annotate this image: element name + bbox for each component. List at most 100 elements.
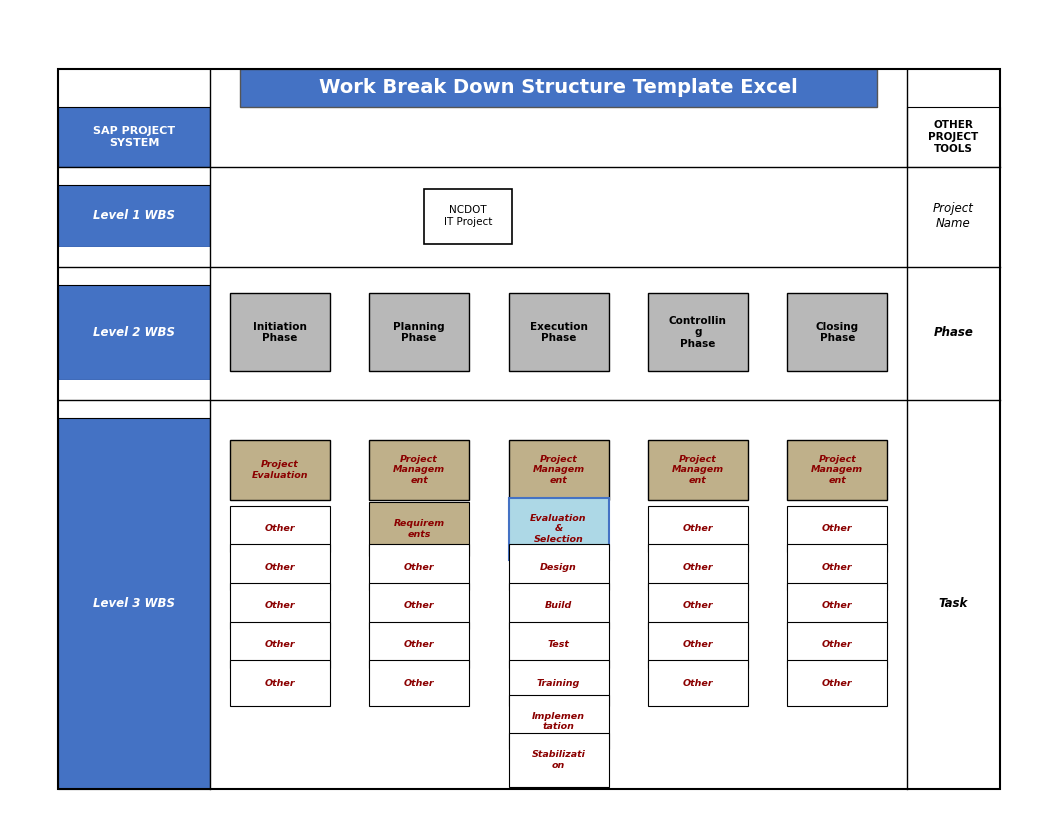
FancyBboxPatch shape (907, 185, 1000, 247)
Text: Level 3 WBS: Level 3 WBS (93, 597, 175, 610)
FancyBboxPatch shape (648, 440, 748, 500)
Text: Project
Managem
ent: Project Managem ent (393, 455, 445, 485)
FancyBboxPatch shape (787, 293, 887, 372)
FancyBboxPatch shape (508, 622, 609, 667)
FancyBboxPatch shape (369, 660, 469, 706)
FancyBboxPatch shape (58, 185, 210, 247)
FancyBboxPatch shape (508, 440, 609, 500)
FancyBboxPatch shape (369, 502, 469, 556)
Text: Other: Other (264, 563, 295, 572)
FancyBboxPatch shape (58, 400, 1000, 418)
Text: Level 1 WBS: Level 1 WBS (93, 209, 175, 222)
FancyBboxPatch shape (648, 660, 748, 706)
Text: Project
Managem
ent: Project Managem ent (672, 455, 724, 485)
Text: Other: Other (683, 563, 713, 572)
FancyBboxPatch shape (508, 498, 609, 560)
Text: Other: Other (822, 640, 853, 649)
Text: OTHER
PROJECT
TOOLS: OTHER PROJECT TOOLS (928, 120, 979, 154)
Text: Other: Other (822, 679, 853, 688)
Text: Execution
Phase: Execution Phase (530, 322, 588, 343)
FancyBboxPatch shape (508, 733, 609, 787)
Text: Other: Other (822, 525, 853, 534)
Text: Project
Managem
ent: Project Managem ent (811, 455, 864, 485)
FancyBboxPatch shape (229, 544, 330, 591)
FancyBboxPatch shape (648, 506, 748, 552)
FancyBboxPatch shape (58, 380, 1000, 400)
FancyBboxPatch shape (229, 506, 330, 552)
Text: Other: Other (264, 601, 295, 610)
Text: Project
Name: Project Name (933, 202, 973, 230)
FancyBboxPatch shape (229, 660, 330, 706)
Text: Other: Other (264, 525, 295, 534)
Text: Requirem
ents: Requirem ents (393, 519, 445, 538)
FancyBboxPatch shape (508, 694, 609, 748)
Text: NCDOT
IT Project: NCDOT IT Project (444, 205, 493, 227)
Text: Other: Other (264, 640, 295, 649)
FancyBboxPatch shape (907, 285, 1000, 380)
FancyBboxPatch shape (369, 440, 469, 500)
Text: Build: Build (544, 601, 572, 610)
FancyBboxPatch shape (648, 622, 748, 667)
FancyBboxPatch shape (210, 185, 907, 247)
FancyBboxPatch shape (58, 285, 210, 380)
FancyBboxPatch shape (787, 506, 887, 552)
FancyBboxPatch shape (508, 544, 609, 591)
FancyBboxPatch shape (787, 583, 887, 629)
FancyBboxPatch shape (508, 293, 609, 372)
FancyBboxPatch shape (210, 418, 907, 789)
Text: Phase: Phase (933, 326, 973, 339)
FancyBboxPatch shape (907, 107, 1000, 167)
Text: Project
Evaluation: Project Evaluation (252, 460, 308, 480)
FancyBboxPatch shape (58, 247, 1000, 267)
Text: Project
Managem
ent: Project Managem ent (533, 455, 585, 485)
FancyBboxPatch shape (58, 267, 1000, 285)
Text: Stabilizati
on: Stabilizati on (532, 750, 586, 770)
FancyBboxPatch shape (907, 418, 1000, 789)
FancyBboxPatch shape (508, 583, 609, 629)
Text: Other: Other (683, 679, 713, 688)
FancyBboxPatch shape (787, 622, 887, 667)
FancyBboxPatch shape (369, 622, 469, 667)
Text: Other: Other (264, 679, 295, 688)
FancyBboxPatch shape (787, 544, 887, 591)
FancyBboxPatch shape (508, 660, 609, 706)
Text: Initiation
Phase: Initiation Phase (253, 322, 307, 343)
Text: Work Break Down Structure Template Excel: Work Break Down Structure Template Excel (319, 78, 798, 97)
Text: Controllin
g
Phase: Controllin g Phase (669, 316, 727, 349)
Text: SAP PROJECT
SYSTEM: SAP PROJECT SYSTEM (93, 126, 175, 148)
FancyBboxPatch shape (229, 622, 330, 667)
FancyBboxPatch shape (648, 293, 748, 372)
Text: Implemen
tation: Implemen tation (532, 712, 585, 731)
Text: Closing
Phase: Closing Phase (816, 322, 859, 343)
FancyBboxPatch shape (58, 418, 210, 789)
FancyBboxPatch shape (58, 167, 1000, 185)
Text: Other: Other (404, 563, 434, 572)
Text: Other: Other (404, 601, 434, 610)
FancyBboxPatch shape (648, 544, 748, 591)
FancyBboxPatch shape (369, 583, 469, 629)
Text: Planning
Phase: Planning Phase (393, 322, 445, 343)
FancyBboxPatch shape (229, 440, 330, 500)
FancyBboxPatch shape (210, 107, 907, 167)
Text: Other: Other (683, 525, 713, 534)
Text: Other: Other (822, 601, 853, 610)
FancyBboxPatch shape (210, 285, 907, 380)
Text: Evaluation
&
Selection: Evaluation & Selection (531, 514, 587, 544)
Text: Task: Task (939, 597, 968, 610)
Text: Other: Other (822, 563, 853, 572)
FancyBboxPatch shape (369, 544, 469, 591)
FancyBboxPatch shape (424, 189, 512, 243)
FancyBboxPatch shape (229, 293, 330, 372)
FancyBboxPatch shape (648, 583, 748, 629)
Text: Other: Other (404, 679, 434, 688)
FancyBboxPatch shape (58, 107, 210, 167)
FancyBboxPatch shape (787, 660, 887, 706)
Text: Test: Test (548, 640, 570, 649)
Text: Other: Other (683, 601, 713, 610)
FancyBboxPatch shape (229, 583, 330, 629)
Text: Design: Design (540, 563, 577, 572)
Text: Other: Other (683, 640, 713, 649)
Text: Training: Training (537, 679, 580, 688)
Text: Other: Other (404, 640, 434, 649)
Text: Level 2 WBS: Level 2 WBS (93, 326, 175, 339)
